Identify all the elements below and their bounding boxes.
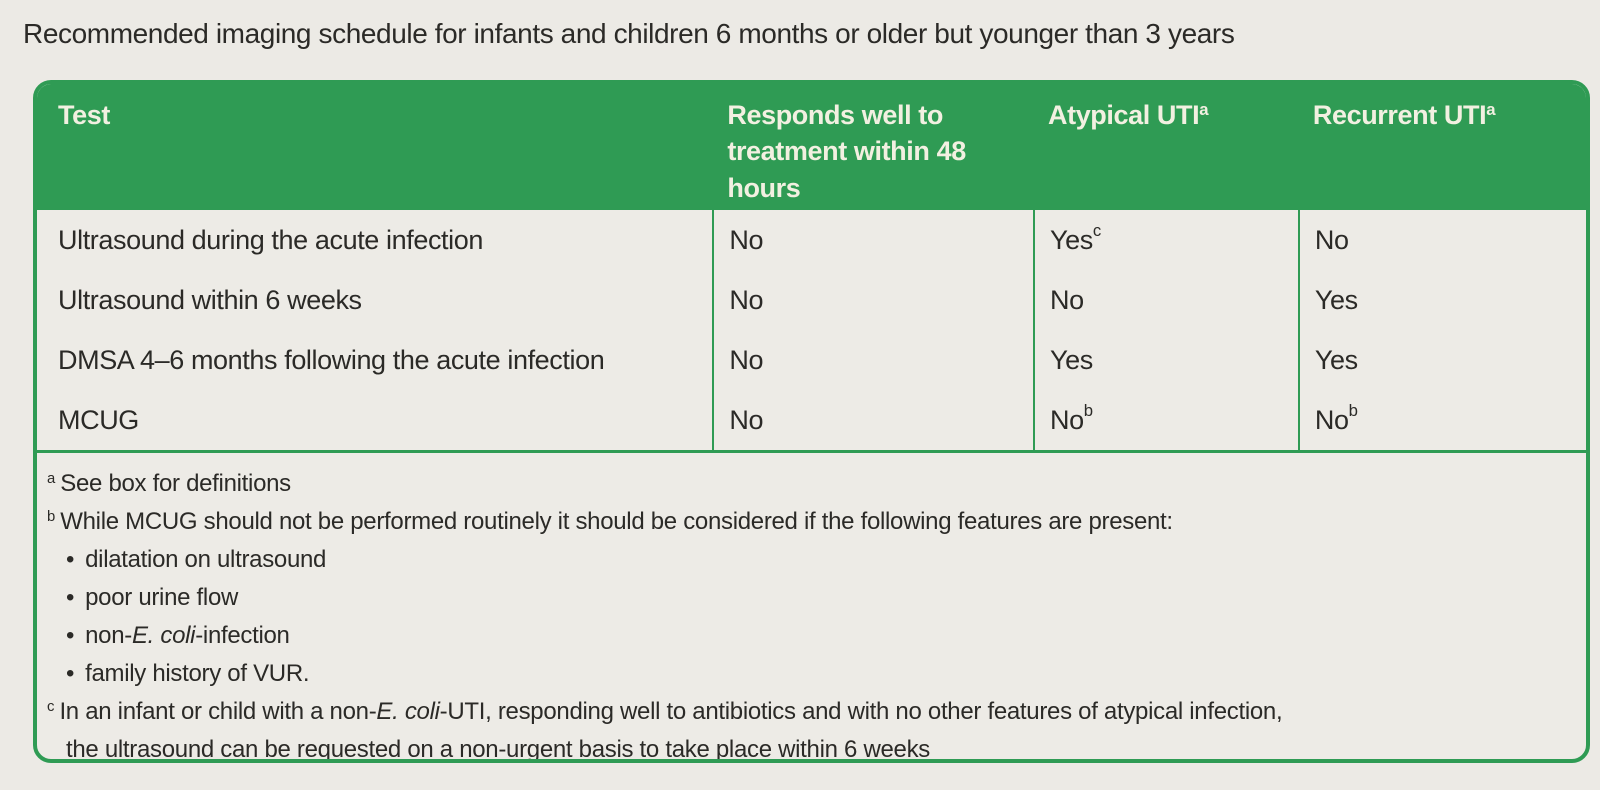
table-row: Ultrasound during the acute infection No… <box>37 210 1586 270</box>
responds-cell: No <box>712 270 1033 330</box>
recurrent-cell: No b <box>1297 390 1586 450</box>
cell-value: No <box>1314 224 1349 255</box>
test-cell: Ultrasound within 6 weeks <box>37 270 712 330</box>
cell-value: Yes <box>1314 284 1358 315</box>
bullet-text-italic: E. coli <box>131 622 196 649</box>
page-title: Recommended imaging schedule for infants… <box>23 18 1235 49</box>
test-cell: MCUG <box>37 390 712 450</box>
cell-value: Yes <box>1050 224 1093 255</box>
footnote-a: a See box for definitions <box>47 465 1566 503</box>
footnote-c: c In an infant or child with a non-E. col… <box>47 693 1566 763</box>
footnote-b-text: While MCUG should not be performed routi… <box>60 508 1173 535</box>
bullet-text: dilatation on ultrasound <box>85 546 327 573</box>
responds-cell: No <box>712 210 1033 270</box>
footnote-b-marker: b <box>47 508 56 525</box>
bullet-item: family history of VUR. <box>47 655 1566 693</box>
footnote-c-marker: c <box>47 698 55 715</box>
atypical-cell: Yes <box>1033 330 1298 390</box>
bullet-text: family history of VUR. <box>85 660 310 687</box>
footnotes-section: a See box for definitions b While MCUG sho… <box>37 450 1586 763</box>
cell-value: No <box>729 404 764 435</box>
test-cell: Ultrasound during the acute infection <box>37 210 712 270</box>
footnote-c-text-line2: the ultrasound can be requested on a non… <box>66 736 930 763</box>
test-cell: DMSA 4–6 months following the acute infe… <box>37 330 712 390</box>
table-row: MCUG No No b No b <box>37 390 1586 450</box>
recurrent-cell: Yes <box>1297 330 1586 390</box>
column-header-atypical-label: Atypical UTI <box>1048 100 1200 130</box>
cell-value: No <box>1050 284 1084 315</box>
bullet-item: poor urine flow <box>47 579 1566 617</box>
table-row: Ultrasound within 6 weeks No No Yes <box>37 270 1586 330</box>
column-header-recurrent-label: Recurrent UTI <box>1312 100 1487 130</box>
cell-value: No <box>729 224 764 255</box>
column-header-atypical: Atypical UTIa <box>1033 84 1298 210</box>
footnote-ref-a-icon: a <box>1199 99 1209 119</box>
test-cell-label: Ultrasound within 6 weeks <box>58 284 362 315</box>
cell-value: No <box>729 284 764 315</box>
test-cell-label: Ultrasound during the acute infection <box>58 224 483 255</box>
responds-cell: No <box>712 330 1033 390</box>
footnote-b: b While MCUG should not be performed rout… <box>47 503 1566 541</box>
footnote-c-text-italic: E. coli <box>376 698 440 725</box>
bullet-text: -infection <box>195 622 290 649</box>
bullet-text: non- <box>85 622 132 649</box>
bullet-text: poor urine flow <box>85 584 239 611</box>
column-header-test-label: Test <box>58 100 110 130</box>
table-row: DMSA 4–6 months following the acute infe… <box>37 330 1586 390</box>
cell-value: No <box>1314 404 1349 435</box>
footnote-c-text: In an infant or child with a non- <box>59 698 377 725</box>
imaging-schedule-table: Test Responds well to treatment within 4… <box>33 80 1590 763</box>
table-header-row: Test Responds well to treatment within 4… <box>37 84 1586 210</box>
atypical-cell: No <box>1033 270 1298 330</box>
column-header-responds: Responds well to treatment within 48 hou… <box>712 84 1033 210</box>
footnote-a-marker: a <box>47 470 56 487</box>
test-cell-label: DMSA 4–6 months following the acute infe… <box>58 344 605 375</box>
cell-value: No <box>1050 404 1084 435</box>
column-header-recurrent: Recurrent UTIa <box>1298 84 1586 210</box>
bullet-item: non-E. coli-infection <box>47 617 1566 655</box>
table-body: Ultrasound during the acute infection No… <box>37 210 1586 450</box>
bullet-item: dilatation on ultrasound <box>47 541 1566 579</box>
recurrent-cell: Yes <box>1297 270 1586 330</box>
atypical-cell: Yes c <box>1033 210 1298 270</box>
test-cell-label: MCUG <box>58 404 139 435</box>
footnote-a-text: See box for definitions <box>60 470 291 497</box>
column-header-responds-label: Responds well to treatment within 48 hou… <box>727 100 966 203</box>
atypical-cell: No b <box>1033 390 1298 450</box>
cell-value: No <box>729 344 764 375</box>
responds-cell: No <box>712 390 1033 450</box>
recurrent-cell: No <box>1297 210 1586 270</box>
column-header-test: Test <box>37 84 712 210</box>
footnote-c-text: -UTI, responding well to antibiotics and… <box>439 698 1283 725</box>
cell-value: Yes <box>1314 344 1358 375</box>
cell-value: Yes <box>1050 344 1093 375</box>
footnote-ref-a-icon: a <box>1486 99 1496 119</box>
